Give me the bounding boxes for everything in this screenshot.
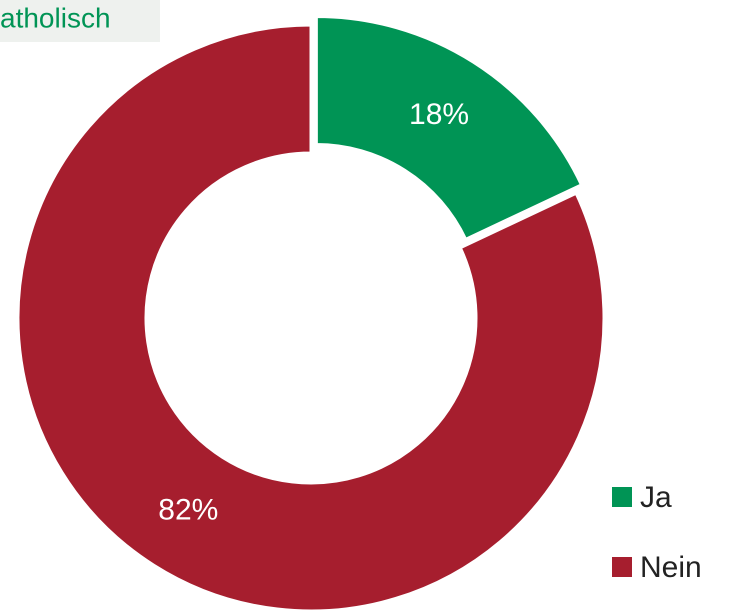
data-label: 82% — [158, 493, 218, 526]
chart-title: atholisch — [0, 2, 111, 33]
legend-label: Nein — [640, 551, 702, 584]
legend-label: Ja — [640, 481, 672, 514]
slice — [16, 23, 606, 612]
legend-swatch — [612, 487, 632, 507]
data-label: 18% — [409, 98, 469, 131]
title-background — [0, 0, 160, 42]
legend-swatch — [612, 557, 632, 577]
slice — [314, 15, 584, 242]
